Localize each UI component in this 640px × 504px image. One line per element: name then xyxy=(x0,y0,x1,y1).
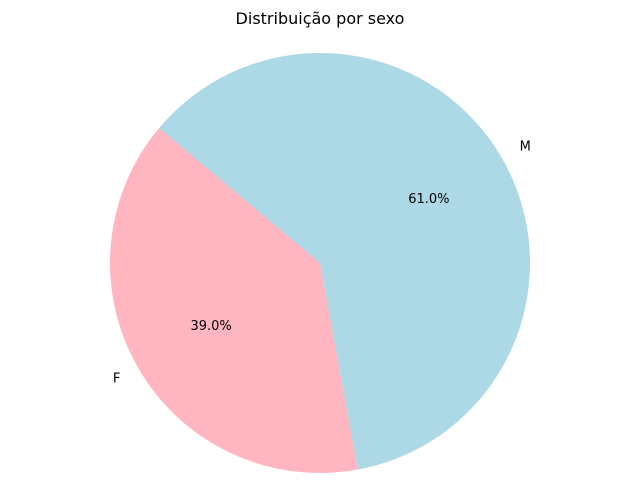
pie-slice-f xyxy=(109,128,358,474)
pie-labels: F 39.0% M 61.0% xyxy=(113,139,531,386)
chart-title: Distribuição por sexo xyxy=(236,9,405,28)
pie-slices xyxy=(109,53,530,474)
pie-slice-m xyxy=(159,53,530,470)
slice-label-f: F xyxy=(113,372,120,387)
slice-percent-f: 39.0% xyxy=(190,319,231,334)
slice-label-m: M xyxy=(520,139,531,154)
slice-percent-m: 61.0% xyxy=(408,192,449,207)
